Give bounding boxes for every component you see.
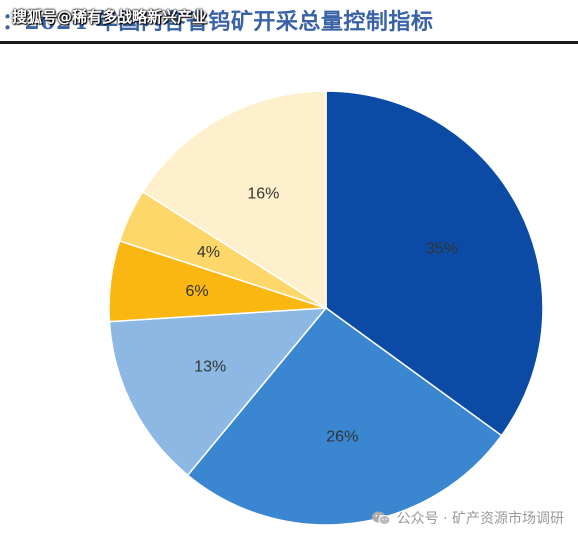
pie-slice-label-0: 35% (426, 241, 458, 258)
overlay-watermark: 搜狐号@稀有多战略新兴产业 (12, 8, 208, 26)
pie-slice-label-2: 13% (194, 359, 226, 376)
pie-slice-label-3: 6% (185, 283, 208, 300)
pie-slice-1 (186, 306, 503, 526)
pie-slice-label-1: 26% (326, 429, 358, 446)
footer-watermark-text: 公众号 · 矿产资源市场调研 (396, 511, 564, 527)
wechat-icon (371, 511, 391, 525)
pie-slice-2 (108, 307, 328, 477)
pie-slice-label-5: 16% (247, 186, 279, 203)
pie-slice-0 (325, 90, 544, 437)
title-bar: ：2024 年国内各省钨矿开采总量控制指标 搜狐号@稀有多战略新兴产业 (0, 0, 578, 44)
footer-watermark: 公众号 · 矿产资源市场调研 (371, 508, 564, 528)
pie-slice-5 (141, 90, 327, 310)
chart-title: ：2024 年国内各省钨矿开采总量控制指标 (2, 9, 434, 35)
pie-slice-label-4: 4% (197, 244, 220, 261)
